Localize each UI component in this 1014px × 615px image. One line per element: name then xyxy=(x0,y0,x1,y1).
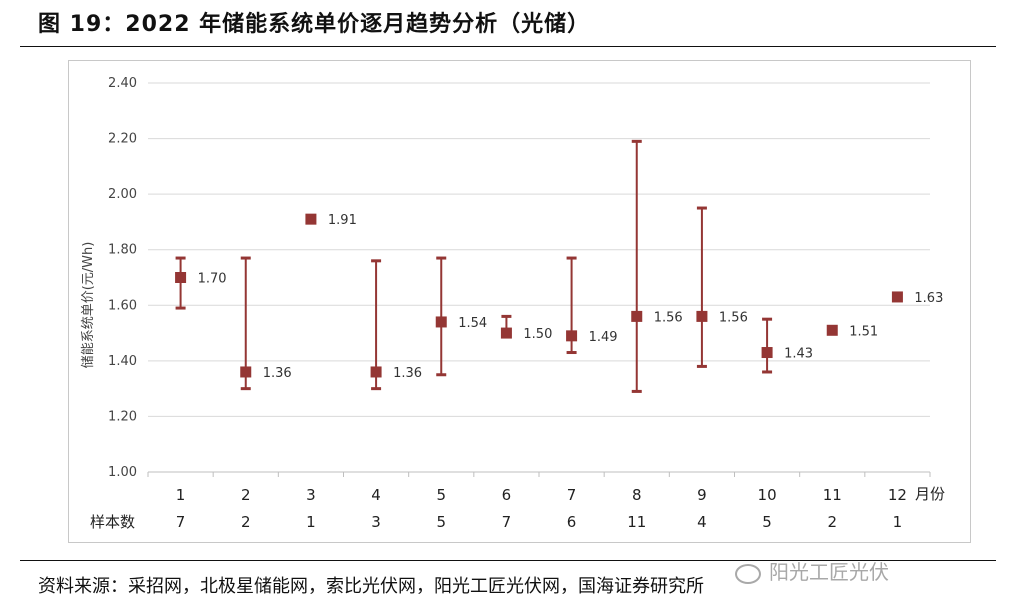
data-point xyxy=(305,213,317,225)
watermark: 阳光工匠光伏 xyxy=(735,556,889,585)
data-label: 1.36 xyxy=(263,366,292,381)
chart-panel xyxy=(68,60,971,543)
footer-rule xyxy=(20,560,996,561)
sample-count-label: 2 xyxy=(827,513,837,531)
wechat-icon xyxy=(735,563,761,584)
sample-row-label: 样本数 xyxy=(90,513,135,531)
data-label: 1.50 xyxy=(523,327,552,342)
month-tick-label: 6 xyxy=(502,486,512,504)
month-tick-label: 11 xyxy=(823,486,842,504)
data-label: 1.63 xyxy=(914,291,943,306)
month-tick-label: 4 xyxy=(371,486,381,504)
month-tick-label: 5 xyxy=(436,486,446,504)
sample-count-label: 11 xyxy=(627,513,646,531)
month-tick-label: 9 xyxy=(697,486,707,504)
sample-count-label: 7 xyxy=(502,513,512,531)
month-tick-label: 10 xyxy=(758,486,777,504)
data-point xyxy=(240,366,252,378)
x-unit-label: 月份 xyxy=(915,485,945,503)
sample-count-label: 7 xyxy=(176,513,186,531)
data-point xyxy=(500,327,512,339)
month-tick-label: 12 xyxy=(888,486,907,504)
sample-count-label: 5 xyxy=(436,513,446,531)
y-tick-label: 2.40 xyxy=(108,76,137,91)
data-point xyxy=(761,347,773,359)
y-tick-label: 1.00 xyxy=(108,465,137,480)
sample-count-label: 1 xyxy=(893,513,903,531)
sample-count-label: 6 xyxy=(567,513,577,531)
y-tick-label: 2.20 xyxy=(108,132,137,147)
data-label: 1.54 xyxy=(458,316,487,331)
data-point xyxy=(175,272,187,283)
data-point xyxy=(435,316,447,328)
y-tick-label: 1.60 xyxy=(108,298,137,313)
data-point xyxy=(696,310,708,322)
data-label: 1.43 xyxy=(784,347,813,362)
y-tick-label: 1.40 xyxy=(108,354,137,369)
watermark-text: 阳光工匠光伏 xyxy=(769,560,889,584)
month-tick-label: 8 xyxy=(632,486,642,504)
month-tick-label: 1 xyxy=(176,486,186,504)
data-label: 1.36 xyxy=(393,366,422,381)
figure-title: 图 19：2022 年储能系统单价逐月趋势分析（光储） xyxy=(38,12,591,37)
sample-count-label: 4 xyxy=(697,513,707,531)
source-note: 资料来源：采招网，北极星储能网，索比光伏网，阳光工匠光伏网，国海证券研究所 xyxy=(38,576,704,597)
data-label: 1.56 xyxy=(654,310,683,325)
data-point xyxy=(370,366,382,378)
sample-count-label: 5 xyxy=(762,513,772,531)
y-tick-label: 1.80 xyxy=(108,243,137,258)
y-tick-label: 1.20 xyxy=(108,409,137,424)
data-point xyxy=(891,291,903,303)
sample-count-label: 3 xyxy=(371,513,381,531)
data-label: 1.56 xyxy=(719,310,748,325)
data-label: 1.49 xyxy=(589,330,618,345)
data-point xyxy=(566,330,578,342)
month-tick-label: 2 xyxy=(241,486,251,504)
data-point xyxy=(826,324,838,336)
data-point xyxy=(631,310,643,322)
sample-count-label: 1 xyxy=(306,513,316,531)
data-label: 1.51 xyxy=(849,324,878,339)
sample-count-label: 2 xyxy=(241,513,251,531)
month-tick-label: 3 xyxy=(306,486,316,504)
title-rule xyxy=(20,46,996,47)
month-tick-label: 7 xyxy=(567,486,577,504)
y-axis-label: 储能系统单价(元/Wh) xyxy=(81,242,96,369)
y-tick-label: 2.00 xyxy=(108,187,137,202)
data-label: 1.91 xyxy=(328,213,357,228)
data-label: 1.70 xyxy=(198,272,227,287)
